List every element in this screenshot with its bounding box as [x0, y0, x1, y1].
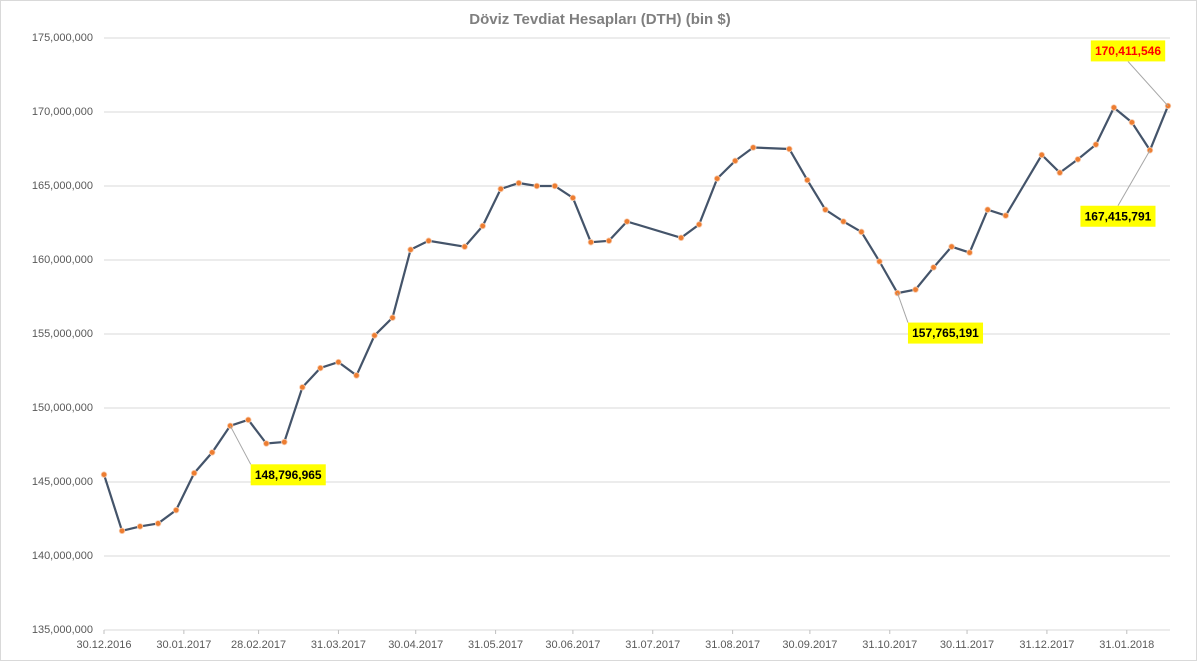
- marker: [407, 246, 414, 253]
- leader-line: [897, 292, 909, 323]
- x-tick-label: 30.11.2017: [940, 639, 994, 651]
- marker: [1038, 151, 1045, 159]
- marker: [172, 506, 180, 514]
- marker: [281, 438, 288, 446]
- y-tick-label: 160,000,000: [32, 254, 93, 266]
- marker: [515, 179, 522, 187]
- marker: [118, 527, 126, 535]
- marker: [858, 228, 865, 236]
- leader-line: [1127, 61, 1169, 107]
- y-tick-label: 150,000,000: [32, 402, 93, 414]
- marker: [1074, 156, 1082, 163]
- x-tick-label: 31.03.2017: [311, 639, 366, 651]
- marker: [948, 243, 955, 250]
- marker: [154, 520, 162, 527]
- marker: [389, 314, 396, 321]
- marker: [731, 157, 739, 165]
- marker: [786, 145, 793, 153]
- value-label: 167,415,791: [1085, 209, 1152, 223]
- label-box: [907, 322, 984, 344]
- leader-line: [1117, 149, 1151, 206]
- x-tick-label: 31.07.2017: [625, 639, 680, 651]
- x-tick-label: 30.12.2016: [76, 639, 131, 651]
- marker: [984, 206, 991, 213]
- marker: [876, 258, 883, 265]
- marker: [100, 471, 108, 478]
- marker: [1128, 119, 1136, 126]
- x-tick-label: 30.01.2017: [156, 639, 211, 651]
- y-tick-label: 135,000,000: [32, 624, 93, 636]
- leader-line: [229, 425, 252, 465]
- y-tick-label: 155,000,000: [32, 328, 93, 340]
- marker: [1002, 212, 1009, 219]
- marker: [677, 234, 685, 241]
- y-tick-label: 175,000,000: [32, 32, 93, 44]
- marker: [587, 239, 595, 246]
- marker: [623, 218, 631, 225]
- marker: [263, 440, 270, 447]
- marker: [912, 286, 919, 293]
- marker: [425, 237, 432, 244]
- marker: [335, 358, 342, 366]
- marker: [1092, 141, 1100, 148]
- marker: [750, 144, 757, 151]
- marker: [695, 221, 703, 228]
- x-tick-label: 30.06.2017: [545, 639, 600, 651]
- x-tick-label: 31.12.2017: [1019, 639, 1074, 651]
- marker: [299, 384, 306, 391]
- value-label: 170,411,546: [1095, 44, 1161, 58]
- value-label: 157,765,191: [912, 326, 979, 340]
- marker: [353, 372, 360, 379]
- marker: [605, 237, 613, 244]
- x-tick-label: 30.04.2017: [388, 639, 443, 651]
- marker: [533, 182, 541, 190]
- marker: [317, 364, 324, 372]
- label-box: [250, 464, 326, 486]
- marker: [569, 194, 577, 202]
- marker: [840, 218, 847, 225]
- marker: [245, 416, 252, 424]
- x-tick-label: 28.02.2017: [231, 639, 286, 651]
- callout: 167,415,791: [1080, 149, 1156, 227]
- x-tick-label: 31.10.2017: [862, 639, 917, 651]
- marker: [1056, 169, 1063, 176]
- x-tick-label: 30.09.2017: [782, 639, 837, 651]
- callout: 157,765,191: [897, 292, 984, 344]
- marker: [461, 243, 468, 250]
- marker: [479, 222, 486, 230]
- marker: [930, 264, 937, 271]
- marker: [551, 182, 559, 190]
- x-tick-label: 31.05.2017: [468, 639, 523, 651]
- y-tick-label: 165,000,000: [32, 180, 93, 192]
- x-tick-label: 31.01.2018: [1099, 639, 1154, 651]
- marker: [804, 176, 811, 184]
- marker: [190, 469, 198, 477]
- label-box: [1090, 40, 1166, 62]
- marker: [713, 175, 721, 182]
- marker: [1110, 104, 1118, 111]
- value-label: 148,796,965: [255, 468, 322, 482]
- chart-title: Döviz Tevdiat Hesapları (DTH) (bin $): [469, 11, 730, 28]
- label-box: [1080, 205, 1156, 227]
- x-tick-label: 31.08.2017: [705, 639, 760, 651]
- marker: [209, 449, 216, 456]
- y-tick-label: 170,000,000: [32, 106, 93, 118]
- marker: [822, 206, 829, 213]
- y-tick-label: 145,000,000: [32, 476, 93, 488]
- callout: 148,796,965: [229, 425, 326, 486]
- marker: [497, 185, 504, 193]
- y-tick-label: 140,000,000: [32, 550, 93, 562]
- callout: 170,411,546: [1090, 40, 1169, 107]
- marker: [371, 332, 378, 339]
- marker: [136, 523, 144, 530]
- marker: [966, 249, 973, 256]
